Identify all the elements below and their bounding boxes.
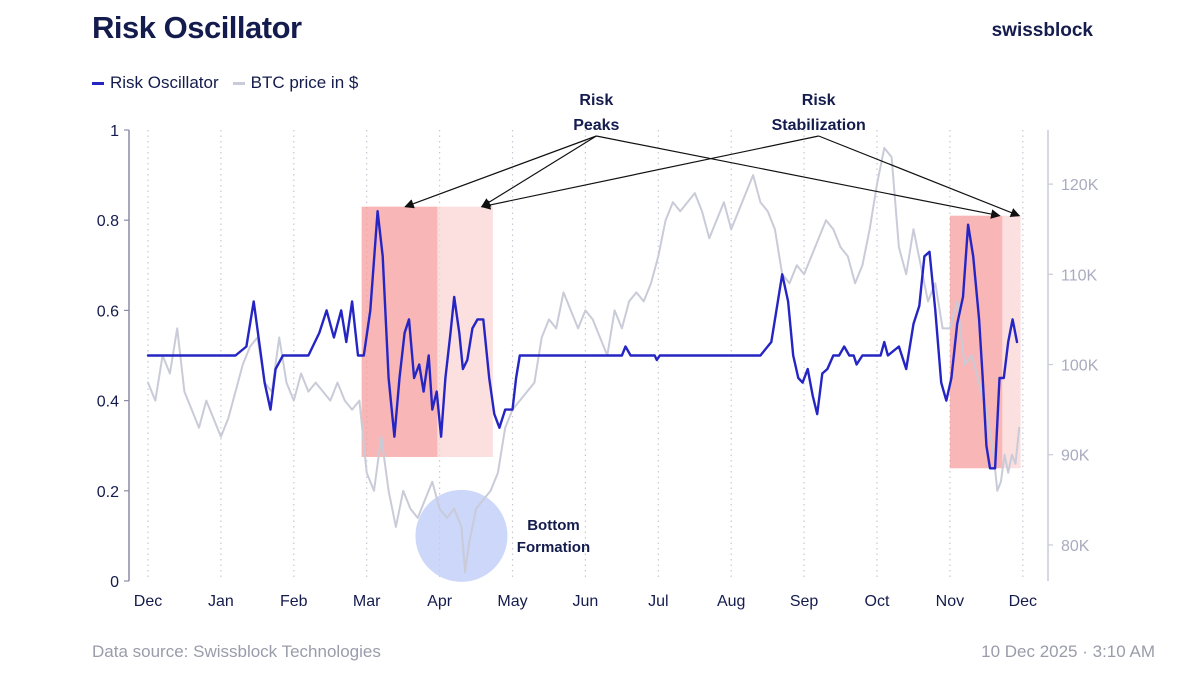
x-tick-label-10: Oct xyxy=(865,593,890,610)
left-tick-label-5: 1 xyxy=(110,123,119,140)
chart-title: Risk Oscillator xyxy=(92,10,302,45)
legend-item-risk: Risk Oscillator xyxy=(92,73,219,93)
annotation-layer: Risk Peaks Risk Stabilization Bottom Formatio… xyxy=(404,92,1021,556)
x-tick-label-6: Jun xyxy=(573,593,599,610)
x-tick-label-3: Mar xyxy=(353,593,381,610)
right-tick-label-0: 80K xyxy=(1061,538,1090,555)
annotation-risk-stab-line1: Risk xyxy=(802,92,836,109)
legend-label-risk: Risk Oscillator xyxy=(110,73,219,92)
x-tick-label-2: Feb xyxy=(280,593,308,610)
legend-swatch-btc xyxy=(232,81,245,85)
legend-label-btc: BTC price in $ xyxy=(250,73,359,92)
btc-series-layer xyxy=(147,147,1021,573)
x-tick-label-4: Apr xyxy=(427,593,453,610)
annotation-risk-peaks-line1: Risk xyxy=(579,92,613,109)
annotation-arrow-stab-1 xyxy=(818,135,1021,218)
annotation-risk-peaks-line2: Peaks xyxy=(573,117,619,134)
legend-item-btc: BTC price in $ xyxy=(232,73,359,93)
right-tick-label-2: 100K xyxy=(1061,358,1099,375)
data-source: Data source: Swissblock Technologies xyxy=(92,642,381,661)
legend-swatch-risk xyxy=(92,81,104,85)
risk-series-layer xyxy=(146,210,1019,470)
annotation-bottom-line1: Bottom xyxy=(527,517,580,534)
x-tick-label-5: May xyxy=(497,593,527,610)
x-tick-label-7: Jul xyxy=(648,593,668,610)
right-tick-label-1: 90K xyxy=(1061,448,1090,465)
btc-price-line xyxy=(147,147,1021,573)
left-tick-label-2: 0.4 xyxy=(97,394,119,411)
right-tick-label-4: 120K xyxy=(1061,177,1099,194)
x-tick-label-1: Jan xyxy=(208,593,234,610)
annotation-arrow-peaks-1 xyxy=(480,135,597,208)
highlight-zones xyxy=(361,206,1021,469)
highlight-zone-2 xyxy=(949,215,1003,469)
annotation-arrow-stab-0 xyxy=(480,135,819,210)
chart-legend: Risk Oscillator BTC price in $ xyxy=(92,73,372,93)
highlight-zone-3 xyxy=(1002,215,1021,469)
left-tick-label-0: 0 xyxy=(110,574,119,591)
annotation-arrow-peaks-2 xyxy=(596,135,1001,219)
brand-logo: swissblock xyxy=(991,20,1093,41)
x-tick-label-8: Aug xyxy=(717,593,745,610)
highlight-zone-0 xyxy=(361,206,438,457)
annotation-risk-stab-line2: Stabilization xyxy=(772,117,866,134)
left-tick-label-1: 0.2 xyxy=(97,484,119,501)
x-tick-label-9: Sep xyxy=(790,593,819,610)
left-tick-label-4: 0.8 xyxy=(97,213,119,230)
risk-oscillator-line xyxy=(146,210,1019,470)
date-stamp: 10 Dec 2025 · 3:10 AM xyxy=(981,642,1155,661)
annotation-bottom-line2: Formation xyxy=(517,539,590,556)
axes-layer: 0 0.2 0.4 0.6 0.8 1 80K 90K 100K 110K 120K Dec Jan Fe… xyxy=(97,123,1099,610)
left-tick-label-3: 0.6 xyxy=(97,303,119,320)
x-tick-label-11: Nov xyxy=(936,593,964,610)
x-tick-label-12: Dec xyxy=(1009,593,1037,610)
x-tick-label-0: Dec xyxy=(134,593,162,610)
right-tick-label-3: 110K xyxy=(1061,267,1098,284)
annotation-arrow-peaks-0 xyxy=(404,135,597,209)
